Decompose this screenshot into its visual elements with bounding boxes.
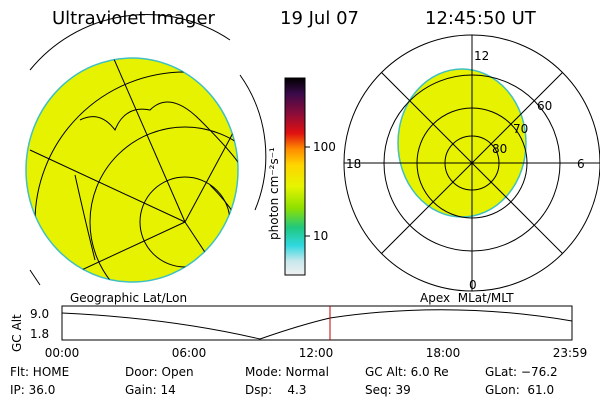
info-field: GLat: −76.2 <box>485 365 558 379</box>
colorbar-unit: photon cm⁻²s⁻¹ <box>267 147 281 240</box>
mlat-label: 70 <box>513 122 528 136</box>
mlat-label: 60 <box>537 99 552 113</box>
mlat-label: 80 <box>492 142 507 156</box>
x-tick-label: 12:00 <box>299 346 334 360</box>
time: 12:45:50 UT <box>425 8 537 29</box>
x-tick-label: 23:59 <box>553 346 588 360</box>
info-fields: Flt: HOME Door: Open Mode: Normal GC Alt: 6… <box>10 365 558 397</box>
y-tick-label: 1.8 <box>30 327 49 341</box>
x-tick-label: 18:00 <box>426 346 461 360</box>
colorbar-tick: 10 <box>313 229 328 243</box>
y-label: GC Alt <box>10 314 24 352</box>
panel-label: Geographic Lat/Lon <box>70 291 187 305</box>
info-field: GC Alt: 6.0 Re <box>365 365 449 379</box>
info-field: Mode: Normal <box>245 365 329 379</box>
mlt-label: 18 <box>346 157 361 171</box>
instrument: Ultraviolet Imager <box>52 8 216 29</box>
mlt-label: 6 <box>577 157 585 171</box>
colorbar-tick: 100 <box>313 140 336 154</box>
mlt-label: 12 <box>474 49 489 63</box>
info-field: Seq: 39 <box>365 383 411 397</box>
x-tick-label: 06:00 <box>172 346 207 360</box>
mlt-label: 0 <box>469 278 477 292</box>
polar-map: 12 18 6 0 60 70 80 <box>343 34 600 292</box>
info-field: Flt: HOME <box>10 365 69 379</box>
info-field: Dsp: 4.3 <box>245 383 307 397</box>
info-field: GLon: 61.0 <box>485 383 554 397</box>
colorbar: 100 10 photon cm⁻²s⁻¹ <box>267 77 336 276</box>
y-tick-label: 9.0 <box>30 307 49 321</box>
info-field: Gain: 14 <box>125 383 176 397</box>
altitude-plot: Geographic Lat/Lon Apex MLat/MLT GC Alt … <box>10 291 587 360</box>
panel-label: Apex MLat/MLT <box>420 291 514 305</box>
info-field: IP: 36.0 <box>10 383 55 397</box>
date: 19 Jul 07 <box>280 8 359 29</box>
info-field: Door: Open <box>125 365 194 379</box>
x-tick-label: 00:00 <box>45 346 80 360</box>
